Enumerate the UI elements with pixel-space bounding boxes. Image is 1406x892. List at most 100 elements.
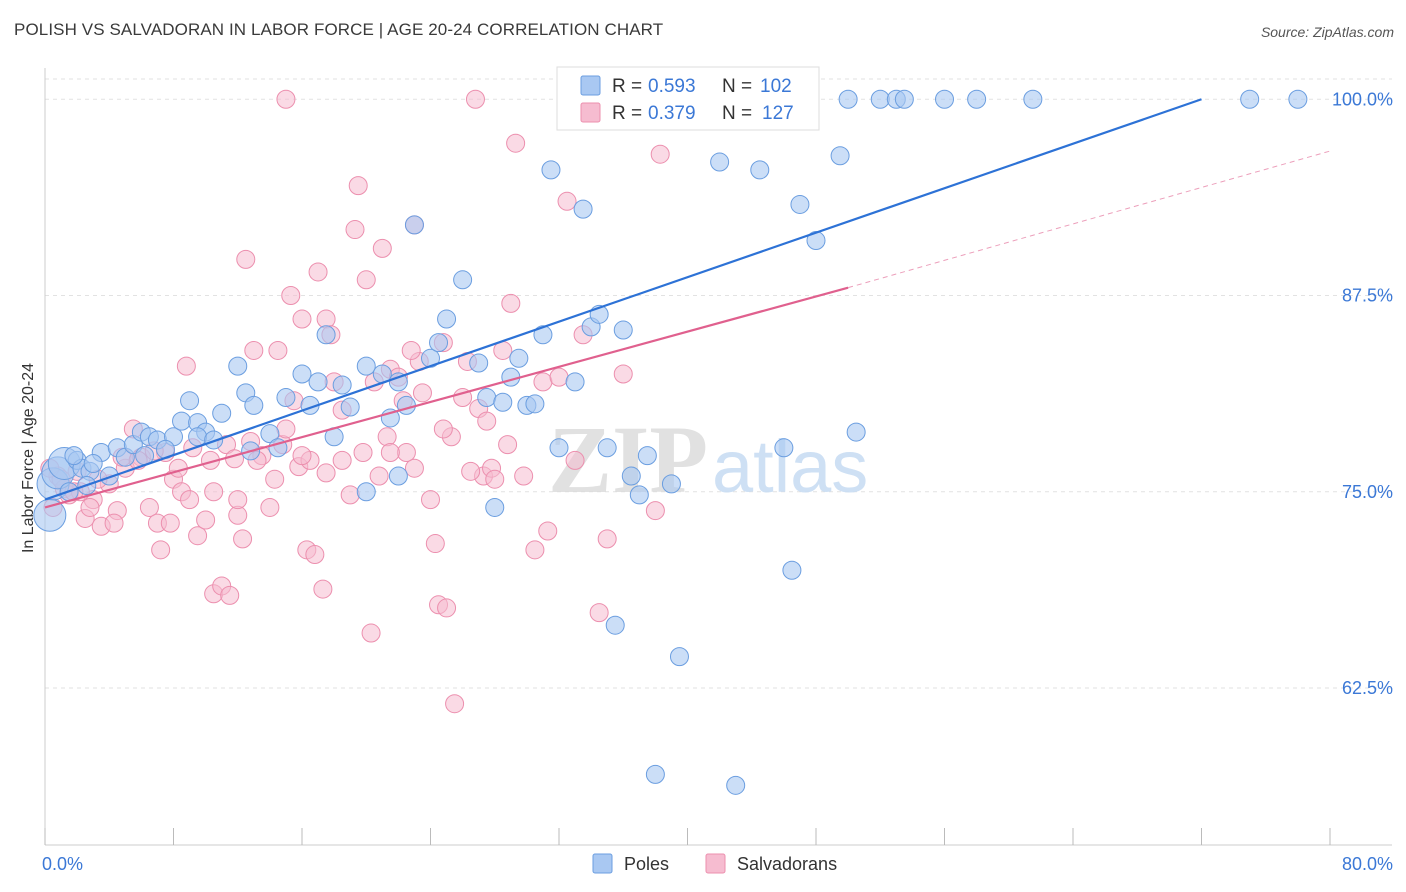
poles-point [292, 364, 312, 384]
source-label[interactable]: Source: ZipAtlas.com [1260, 24, 1394, 40]
salvadorans-point [597, 529, 617, 549]
legend-bottom-salv-swatch [705, 853, 726, 874]
poles-point [838, 89, 858, 109]
poles-point [64, 446, 84, 466]
poles-trend-line [44, 98, 1202, 501]
x-tick-labels: 0.0% 80.0% [42, 854, 1393, 874]
poles-point [533, 325, 553, 345]
poles-point [967, 89, 987, 109]
poles-point [276, 388, 296, 408]
y-tick-label: 87.5% [1342, 286, 1393, 306]
poles-point [212, 403, 232, 423]
poles-point [605, 615, 625, 635]
poles-point [404, 215, 424, 235]
poles-point [340, 397, 360, 417]
poles-point [308, 372, 328, 392]
poles-point [565, 372, 585, 392]
poles-point [1240, 89, 1260, 109]
salvadorans-point [233, 529, 253, 549]
salvadorans-point [204, 482, 224, 502]
salvadorans-point [244, 340, 264, 360]
poles-point [782, 560, 802, 580]
legend-poles-swatch [580, 75, 601, 96]
poles-point [669, 647, 689, 667]
salvadorans-point [533, 372, 553, 392]
poles-point [437, 309, 457, 329]
salvadorans-point [421, 490, 440, 510]
x-tick-label: 80.0% [1342, 854, 1393, 874]
poles-point [172, 411, 192, 431]
salvadorans-point [281, 286, 301, 305]
salvadorans-point [188, 526, 208, 546]
legend-salv-n-value: 127 [762, 103, 794, 124]
poles-point [188, 427, 208, 447]
salvadorans-trend-extension [847, 150, 1331, 289]
poles-point [935, 89, 954, 109]
salvadorans-point [176, 356, 196, 376]
salvadorans-point [380, 443, 400, 462]
poles-point [388, 372, 408, 392]
poles-point [356, 356, 376, 376]
legend-salv-r-value: 0.379 [648, 103, 696, 124]
poles-point [493, 392, 513, 412]
salvadorans-point [613, 364, 633, 384]
poles-point [180, 391, 200, 411]
salvadorans-point [361, 623, 381, 643]
salvadorans-point [377, 427, 397, 447]
x-tick-label: 0.0% [42, 854, 83, 874]
salvadorans-point [650, 144, 670, 164]
salvadorans-point [433, 419, 453, 439]
salvadorans-point [549, 367, 569, 387]
poles-point [541, 160, 561, 180]
poles-point [613, 320, 633, 340]
salvadorans-point [80, 497, 100, 517]
salvadorans-point [348, 176, 368, 196]
legend-salv-n-label: N = [722, 103, 757, 124]
salvadorans-point [340, 485, 360, 505]
salvadorans-point [498, 435, 518, 455]
poles-point [316, 325, 336, 345]
salvadorans-point [139, 497, 159, 517]
salvadorans-point [180, 490, 200, 510]
legend-poles-n-label: N = [722, 76, 757, 97]
bottom-legend: Poles Salvadorans [592, 853, 837, 874]
poles-point [396, 395, 416, 415]
salvadorans-point [356, 270, 376, 290]
poles-point [830, 146, 850, 166]
salvadorans-point [437, 598, 457, 618]
salvadorans-point [396, 443, 416, 462]
y-tick-labels: 62.5% 75.0% 87.5% 100.0% [1332, 89, 1393, 698]
salvadorans-point [305, 545, 325, 565]
salvadorans-trend-line [44, 286, 849, 509]
y-tick-label: 100.0% [1332, 89, 1393, 109]
salvadorans-point [345, 220, 365, 240]
legend-box [556, 66, 820, 131]
legend-salv-r-label: R = [612, 103, 647, 124]
salvadorans-point [557, 191, 577, 211]
poles-point [645, 764, 665, 784]
poles-point [750, 160, 770, 180]
poles-point [597, 438, 617, 458]
poles-point [477, 388, 497, 408]
salvadorans-point [425, 534, 445, 554]
poles-point [710, 152, 730, 172]
salvadorans-point [445, 694, 465, 714]
salvadorans-point [404, 458, 424, 478]
poles-point [894, 89, 914, 109]
poles-point [726, 775, 746, 795]
salvadorans-point [538, 521, 558, 541]
salvadorans-point [316, 463, 336, 483]
poles-point [549, 438, 569, 458]
poles-point [525, 394, 545, 414]
salvadorans-point [236, 249, 256, 269]
poles-point [429, 333, 449, 353]
salvadorans-point [506, 133, 526, 153]
poles-point [629, 485, 649, 505]
salvadorans-point [645, 501, 665, 521]
watermark-atlas: atlas [712, 425, 868, 508]
poles-point [453, 270, 473, 290]
poles-point [260, 424, 280, 444]
salvadorans-point [276, 419, 296, 439]
salvadorans-point [401, 340, 421, 360]
chart-title: POLISH VS SALVADORAN IN LABOR FORCE | AG… [14, 20, 664, 39]
